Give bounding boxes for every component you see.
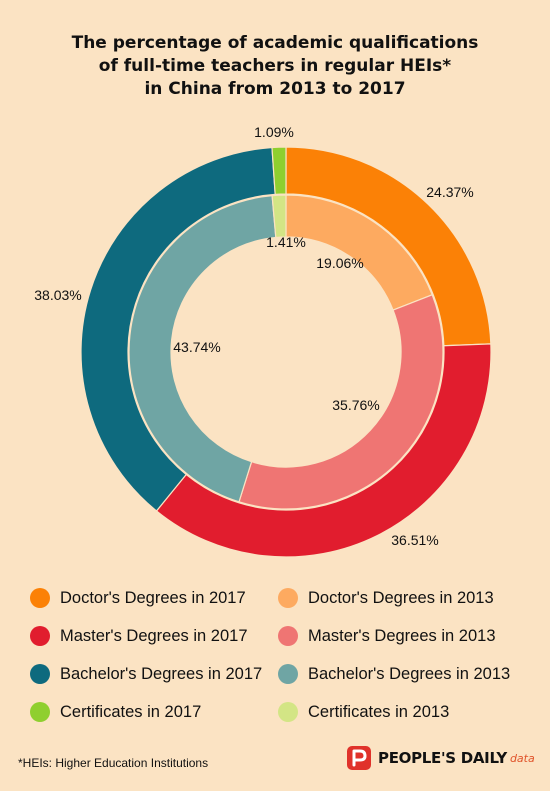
legend-swatch-certificates-2017 <box>30 702 50 722</box>
title-line-3: in China from 2013 to 2017 <box>144 79 406 99</box>
legend-item-bachelor-2013: Bachelor's Degrees in 2013 <box>278 664 510 684</box>
donut-chart: 24.37% 36.51% 38.03% 1.09% 19.06% 35.76% 43.74… <box>34 124 492 558</box>
legend-swatch-master-2017 <box>30 626 50 646</box>
legend-label: Certificates in 2013 <box>308 702 450 721</box>
legend-item-bachelor-2017: Bachelor's Degrees in 2017 <box>30 664 262 684</box>
value-label-2013-3: 1.41% <box>266 234 306 250</box>
slice-2017-2 <box>80 146 276 512</box>
slice-2017-1 <box>155 343 492 558</box>
legend-label: Bachelor's Degrees in 2017 <box>60 664 263 683</box>
value-label-2017-1: 36.51% <box>391 532 438 548</box>
legend-swatch-doctor-2017 <box>30 588 50 608</box>
brand-suffix: data <box>509 751 535 765</box>
legend-item-master-2013: Master's Degrees in 2013 <box>278 626 496 646</box>
value-label-2013-1: 35.76% <box>332 397 379 413</box>
inner-ring-2013 <box>128 194 444 510</box>
legend-label: Bachelor's Degrees in 2013 <box>308 664 511 683</box>
legend-label: Doctor's Degrees in 2017 <box>60 588 246 607</box>
legend-swatch-bachelor-2013 <box>278 664 298 684</box>
legend-item-certificates-2017: Certificates in 2017 <box>30 702 201 722</box>
value-label-2017-2: 38.03% <box>34 287 81 303</box>
legend-item-master-2017: Master's Degrees in 2017 <box>30 626 248 646</box>
legend-label: Master's Degrees in 2017 <box>60 626 248 645</box>
legend-item-certificates-2013: Certificates in 2013 <box>278 702 449 722</box>
legend-item-doctor-2013: Doctor's Degrees in 2013 <box>278 588 494 608</box>
legend-label: Master's Degrees in 2013 <box>308 626 496 645</box>
legend-swatch-bachelor-2017 <box>30 664 50 684</box>
peoples-daily-logo-icon <box>347 746 371 770</box>
chart-title: The percentage of academic qualification… <box>0 32 550 101</box>
slice-2013-1 <box>238 294 444 510</box>
legend-label: Doctor's Degrees in 2013 <box>308 588 494 607</box>
value-labels: 24.37% 36.51% 38.03% 1.09% 19.06% 35.76% 43.74… <box>34 124 473 548</box>
slice-2013-3 <box>271 194 287 239</box>
legend-swatch-master-2013 <box>278 626 298 646</box>
outer-ring-2017 <box>80 146 492 558</box>
title-line-1: The percentage of academic qualification… <box>71 33 479 53</box>
value-label-2013-2: 43.74% <box>173 339 220 355</box>
legend-swatch-doctor-2013 <box>278 588 298 608</box>
slice-2013-2 <box>128 194 277 503</box>
legend-label: Certificates in 2017 <box>60 702 202 721</box>
value-label-2017-0: 24.37% <box>426 184 473 200</box>
slice-2017-3 <box>271 146 287 196</box>
brand: PEOPLE'S DAILY data <box>346 745 535 771</box>
title-line-2: of full-time teachers in regular HEIs* <box>98 56 452 76</box>
brand-name: PEOPLE'S DAILY <box>378 749 507 767</box>
legend-swatch-certificates-2013 <box>278 702 298 722</box>
footnote: *HEIs: Higher Education Institutions <box>18 756 209 770</box>
value-label-2017-3: 1.09% <box>254 124 294 140</box>
legend-item-doctor-2017: Doctor's Degrees in 2017 <box>30 588 246 608</box>
value-label-2013-0: 19.06% <box>316 255 363 271</box>
